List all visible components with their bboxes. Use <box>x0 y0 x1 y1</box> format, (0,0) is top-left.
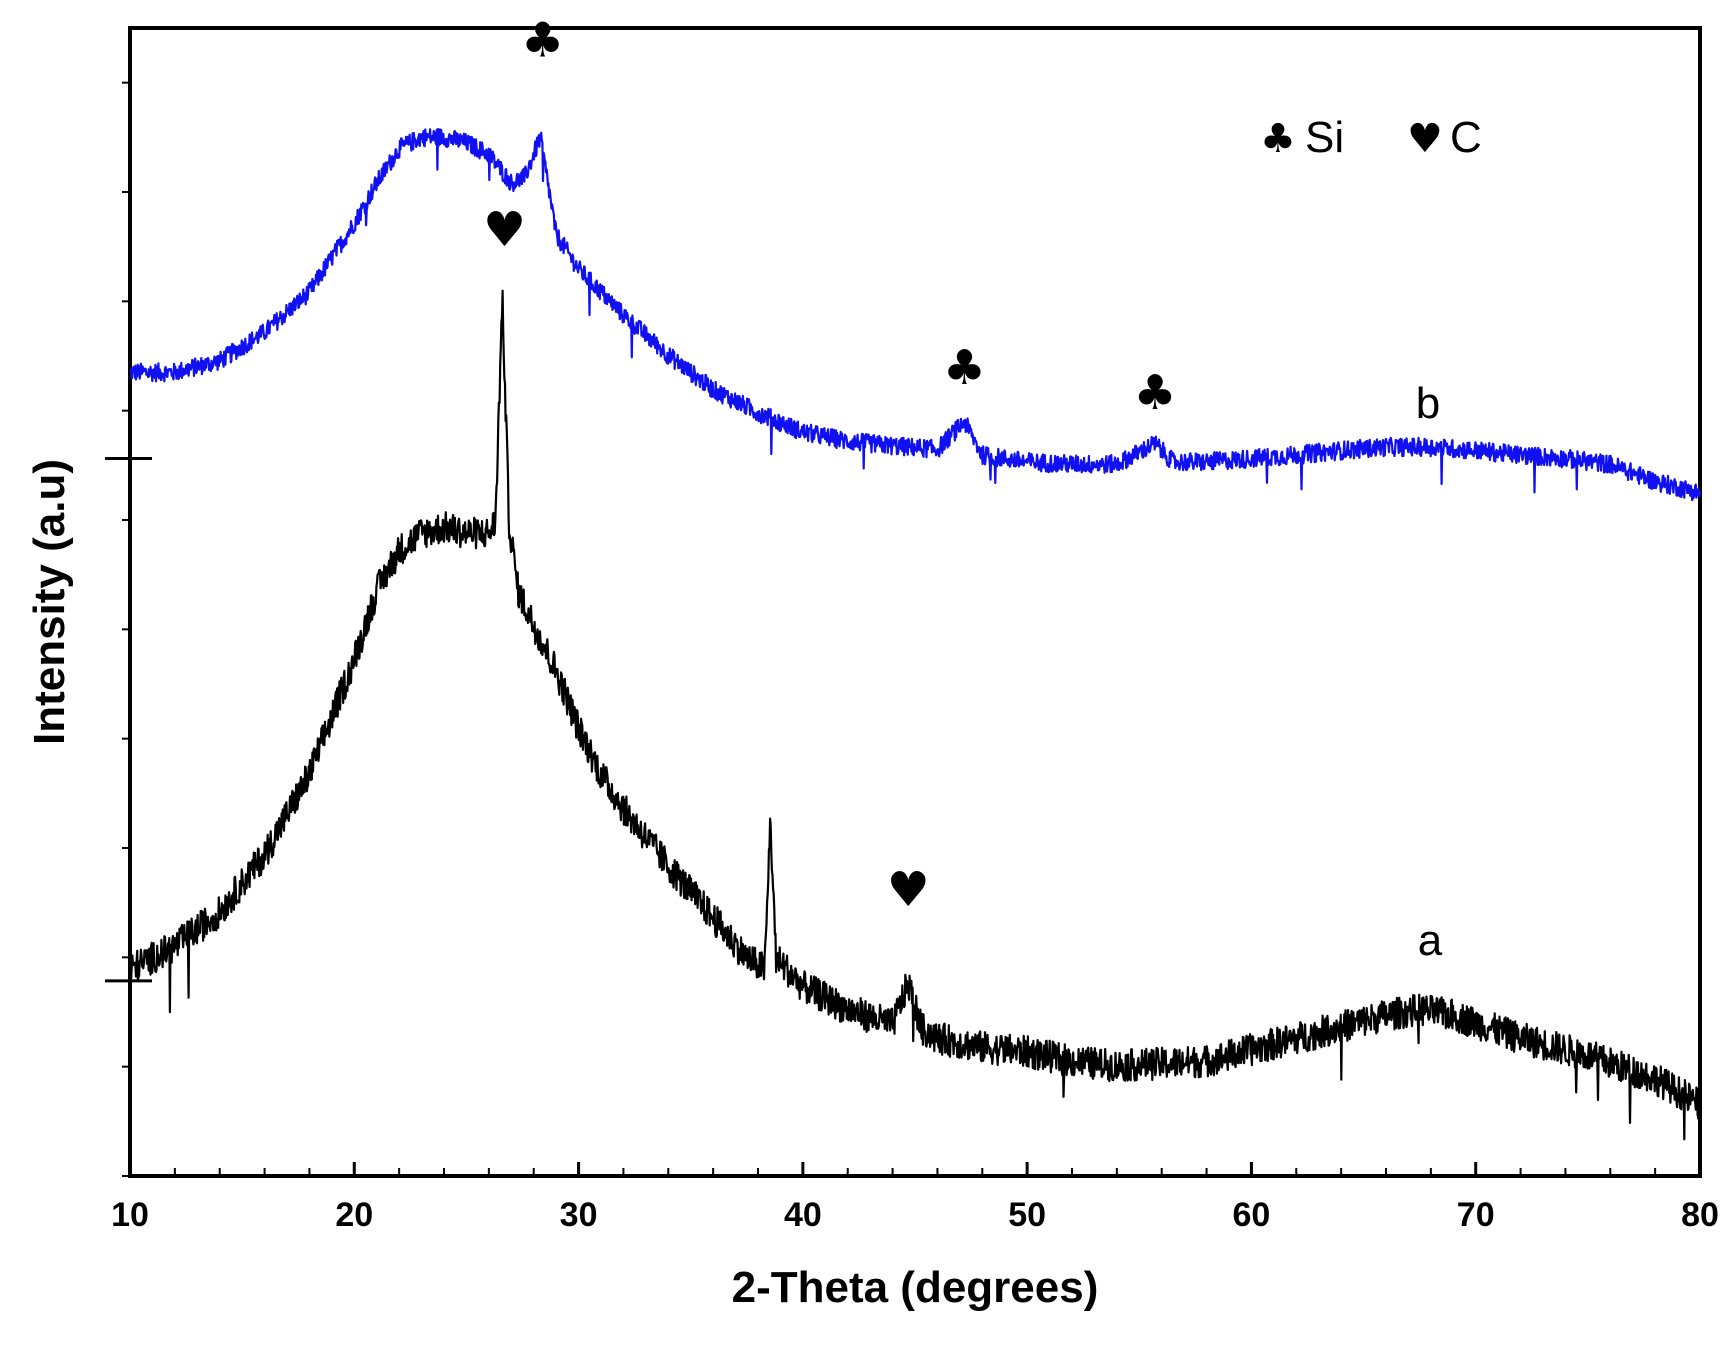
x-tick-label-50: 50 <box>1008 1196 1046 1234</box>
x-tick-label-10: 10 <box>111 1196 149 1234</box>
peak-markers: ♣ ♣ ♣ ♥ ♥ <box>483 13 1176 919</box>
plot-frame <box>128 26 1702 1178</box>
plot-area: 10 20 30 40 50 60 70 80 ♣♣ ♣♥♥ ba <box>105 13 1719 1234</box>
x-axis-title: 2-Theta (degrees) <box>732 1263 1099 1312</box>
series-label-b: b <box>1416 379 1440 428</box>
legend-si-label: Si <box>1305 113 1344 162</box>
y-axis-title: Intensity (a.u) <box>25 459 74 745</box>
x-tick-label-70: 70 <box>1457 1196 1495 1234</box>
heart-icon: ♥ <box>483 202 526 258</box>
legend-c-icon: ♥ <box>1407 116 1443 162</box>
x-tick-label-40: 40 <box>784 1196 822 1234</box>
series-line-a <box>128 289 1702 1141</box>
legend-c-label: C <box>1450 113 1482 162</box>
series-layer <box>128 128 1702 1141</box>
series-line-b <box>129 128 1702 502</box>
x-axis-ticks: 10 20 30 40 50 60 70 80 <box>111 1162 1719 1234</box>
club-icon: ♣ <box>1133 365 1176 421</box>
series-label-a: a <box>1418 916 1443 965</box>
series-labels: ba <box>1416 379 1443 965</box>
legend: ♣ Si ♥ C <box>1260 113 1482 162</box>
club-icon: ♣ <box>521 13 564 69</box>
legend-si-icon: ♣ <box>1260 116 1296 162</box>
club-icon: ♣ <box>943 340 986 396</box>
x-tick-label-60: 60 <box>1233 1196 1271 1234</box>
heart-icon: ♥ <box>887 862 930 918</box>
x-tick-label-20: 20 <box>335 1196 373 1234</box>
x-tick-label-30: 30 <box>560 1196 598 1234</box>
y-axis-ticks <box>105 81 152 1177</box>
x-tick-label-80: 80 <box>1681 1196 1719 1234</box>
